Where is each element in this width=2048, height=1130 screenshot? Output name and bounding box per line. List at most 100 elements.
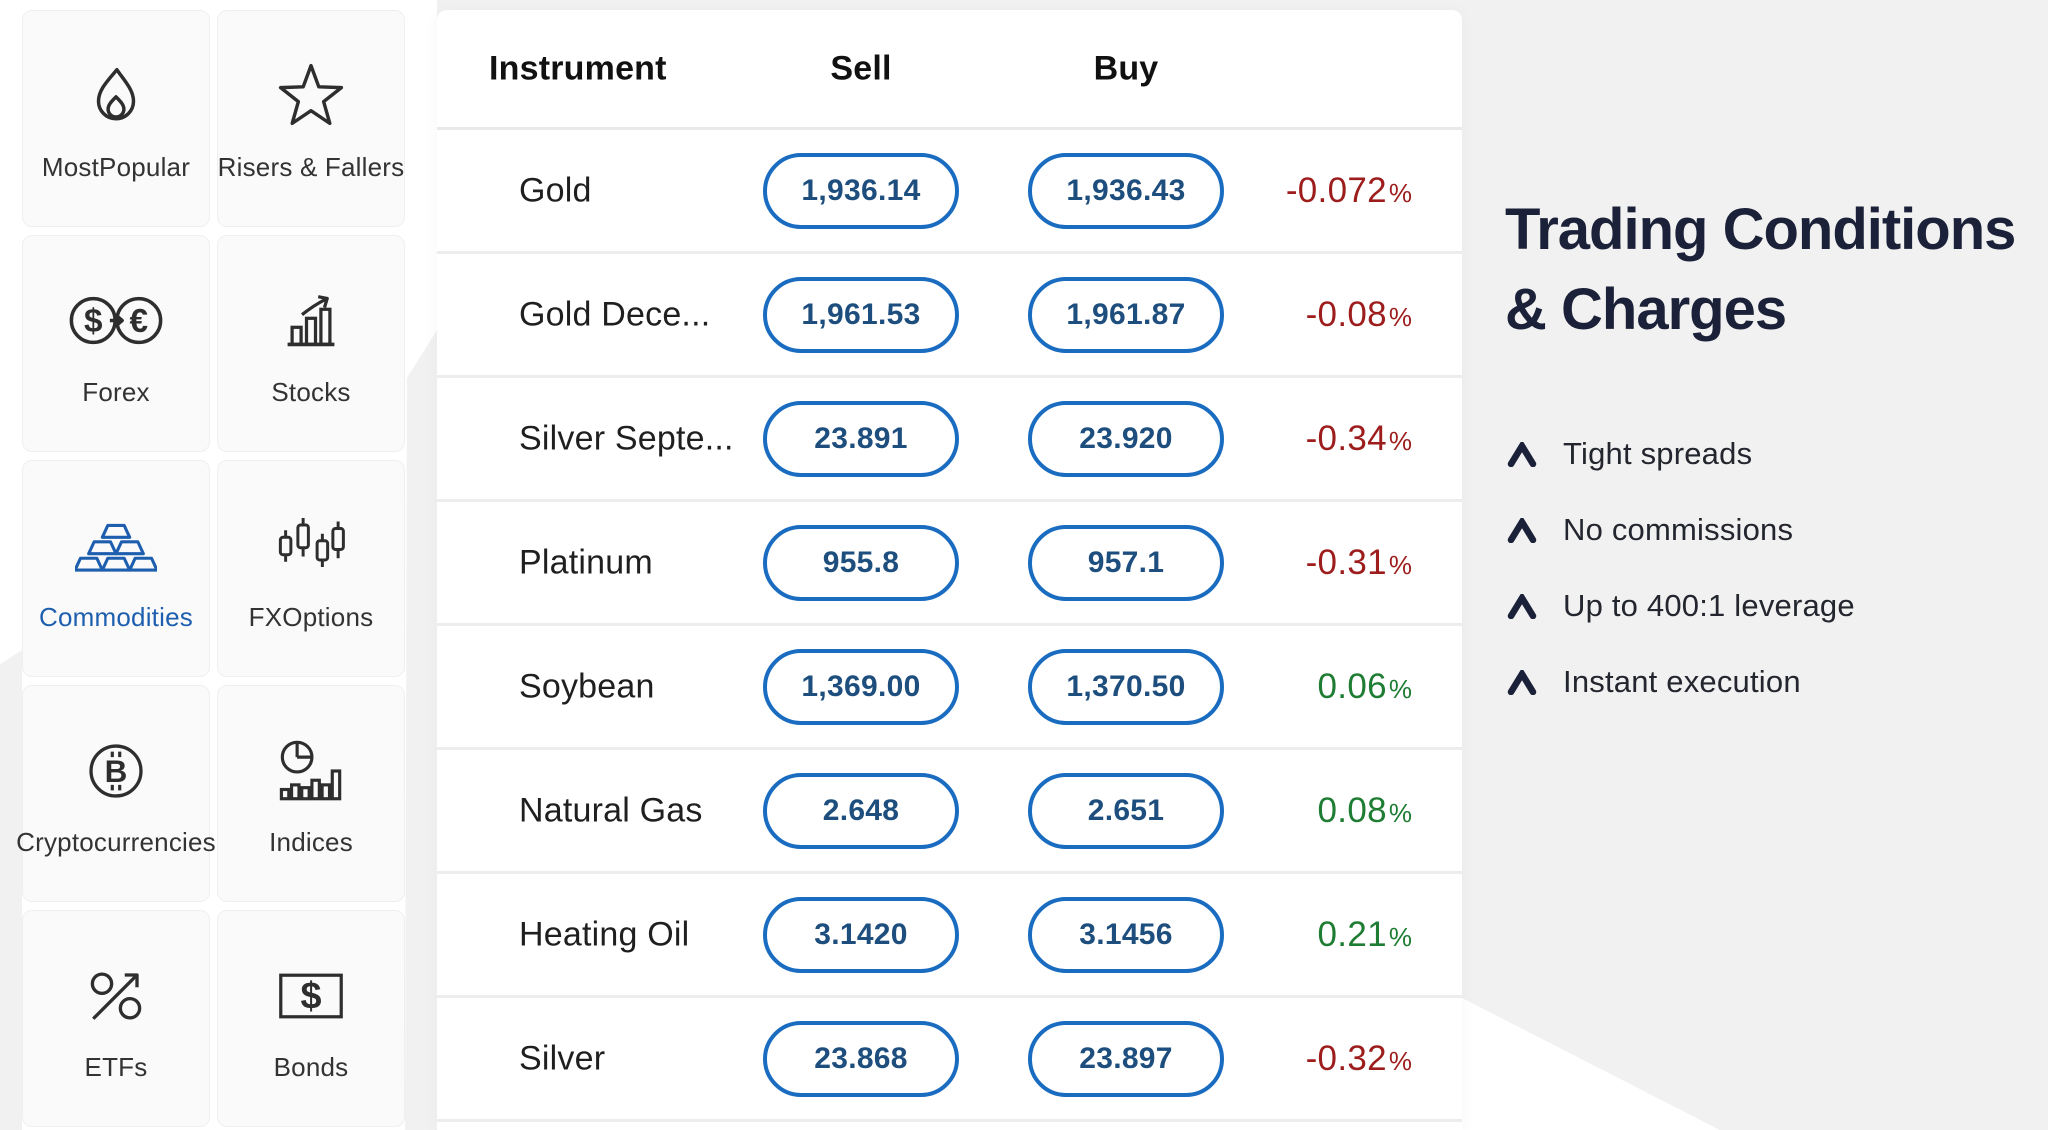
table-row-platinum: Platinum 955.8 957.1 -0.31% xyxy=(437,502,1462,626)
instrument-name: Natural Gas xyxy=(519,791,703,829)
chevron-up-icon xyxy=(1507,669,1541,695)
feature-text: Tight spreads xyxy=(1563,436,1753,471)
sell-price-button[interactable]: 2.648 xyxy=(763,772,959,849)
svg-text:€: € xyxy=(130,303,149,340)
table-body: Gold 1,936.14 1,936.43 -0.072% Gold Dece… xyxy=(437,130,1462,1122)
table-header-row: Instrument Sell Buy xyxy=(437,10,1462,130)
buy-price-button[interactable]: 3.1456 xyxy=(1028,896,1224,973)
background-diagonal-gap xyxy=(405,330,437,1130)
chevron-up-icon xyxy=(1507,517,1541,543)
col-header-sell: Sell xyxy=(830,49,892,87)
sidebar-item-commodities[interactable]: Commodities xyxy=(22,460,210,677)
buy-price-button[interactable]: 1,370.50 xyxy=(1028,648,1224,725)
tile-label: Commodities xyxy=(39,601,193,632)
feature-list: Tight spreads No commissions Up to 400:1… xyxy=(1507,430,2007,734)
category-grid: MostPopular Risers & Fallers $ € Forex St… xyxy=(16,10,405,1127)
buy-price-button[interactable]: 23.897 xyxy=(1028,1020,1224,1097)
feature-item: No commissions xyxy=(1507,506,2007,554)
tile-label: Bonds xyxy=(273,1051,349,1082)
bar-chart-arrow-icon xyxy=(275,283,347,359)
col-header-instrument: Instrument xyxy=(489,49,667,87)
instrument-name: Platinum xyxy=(519,543,653,581)
instrument-name: Gold xyxy=(519,171,592,209)
instrument-name: Gold Dece... xyxy=(519,295,711,333)
tile-label: Indices xyxy=(269,826,353,857)
buy-price-button[interactable]: 23.920 xyxy=(1028,400,1224,477)
sell-price-button[interactable]: 955.8 xyxy=(763,524,959,601)
sidebar-item-risers-fallers[interactable]: Risers & Fallers xyxy=(217,10,405,227)
tile-label: Cryptocurrencies xyxy=(16,826,216,857)
sell-price-button[interactable]: 1,369.00 xyxy=(763,648,959,725)
sell-price-button[interactable]: 3.1420 xyxy=(763,896,959,973)
feature-text: Instant execution xyxy=(1563,664,1801,699)
sell-price-button[interactable]: 1,961.53 xyxy=(763,276,959,353)
change-percent: -0.34% xyxy=(1305,418,1412,458)
change-percent: -0.31% xyxy=(1305,542,1412,582)
change-percent: 0.08% xyxy=(1317,790,1412,830)
buy-price-button[interactable]: 957.1 xyxy=(1028,524,1224,601)
svg-text:$: $ xyxy=(300,975,321,1017)
feature-item: Instant execution xyxy=(1507,658,2007,706)
sidebar-item-cryptocurrencies[interactable]: B Cryptocurrencies xyxy=(16,685,216,902)
gold-bars-icon xyxy=(75,508,157,584)
sell-price-button[interactable]: 1,936.14 xyxy=(763,152,959,229)
background-diagonal-bottom-right xyxy=(1462,998,1720,1130)
currency-exchange-icon: $ € xyxy=(67,283,165,359)
sell-price-button[interactable]: 23.868 xyxy=(763,1020,959,1097)
bitcoin-icon: B xyxy=(79,733,153,809)
tile-label: MostPopular xyxy=(41,151,191,182)
table-row-gold: Gold 1,936.14 1,936.43 -0.072% xyxy=(437,130,1462,254)
sidebar-item-fxoptions[interactable]: FXOptions xyxy=(217,460,405,677)
instruments-table-card: Instrument Sell Buy Gold 1,936.14 1,936.… xyxy=(437,10,1462,1130)
change-percent: 0.06% xyxy=(1317,666,1412,706)
table-row-silver-septe: Silver Septe... 23.891 23.920 -0.34% xyxy=(437,378,1462,502)
feature-item: Up to 400:1 leverage xyxy=(1507,582,2007,630)
star-icon xyxy=(273,58,349,134)
buy-price-button[interactable]: 2.651 xyxy=(1028,772,1224,849)
sidebar-item-mostpopular[interactable]: MostPopular xyxy=(22,10,210,227)
table-row-heating-oil: Heating Oil 3.1420 3.1456 0.21% xyxy=(437,874,1462,998)
instrument-name: Silver xyxy=(519,1039,606,1077)
instrument-name: Heating Oil xyxy=(519,915,690,953)
background-diagonal-left-margin xyxy=(0,650,22,1130)
tile-label: FXOptions xyxy=(248,601,374,632)
feature-text: No commissions xyxy=(1563,512,1794,547)
sidebar-item-indices[interactable]: Indices xyxy=(217,685,405,902)
change-percent: 0.21% xyxy=(1317,914,1412,954)
change-percent: -0.08% xyxy=(1305,294,1412,334)
flame-icon xyxy=(81,58,151,134)
chevron-up-icon xyxy=(1507,441,1541,467)
sidebar-item-bonds[interactable]: $ Bonds xyxy=(217,910,405,1127)
chevron-up-icon xyxy=(1507,593,1541,619)
table-row-natural-gas: Natural Gas 2.648 2.651 0.08% xyxy=(437,750,1462,874)
pie-bars-icon xyxy=(274,733,348,809)
page-title-line2: & Charges xyxy=(1505,277,1787,342)
dollar-note-icon: $ xyxy=(273,958,349,1034)
change-percent: -0.072% xyxy=(1285,170,1412,210)
percent-arrow-icon xyxy=(81,958,151,1034)
svg-text:$: $ xyxy=(84,303,103,340)
tile-label: Forex xyxy=(82,376,150,407)
change-percent: -0.32% xyxy=(1305,1038,1412,1078)
instrument-name: Soybean xyxy=(519,667,655,705)
table-row-gold-dece: Gold Dece... 1,961.53 1,961.87 -0.08% xyxy=(437,254,1462,378)
candlesticks-icon xyxy=(276,508,346,584)
table-row-soybean: Soybean 1,369.00 1,370.50 0.06% xyxy=(437,626,1462,750)
page-title-line1: Trading Conditions xyxy=(1505,197,2016,262)
feature-text: Up to 400:1 leverage xyxy=(1563,588,1855,623)
sell-price-button[interactable]: 23.891 xyxy=(763,400,959,477)
sidebar-item-stocks[interactable]: Stocks xyxy=(217,235,405,452)
svg-text:B: B xyxy=(105,754,128,789)
page-title: Trading Conditions & Charges xyxy=(1505,190,2048,350)
col-header-buy: Buy xyxy=(1093,49,1159,87)
tile-label: ETFs xyxy=(84,1051,148,1082)
instrument-name: Silver Septe... xyxy=(519,419,734,457)
sidebar-item-etfs[interactable]: ETFs xyxy=(22,910,210,1127)
buy-price-button[interactable]: 1,961.87 xyxy=(1028,276,1224,353)
table-row-silver: Silver 23.868 23.897 -0.32% xyxy=(437,998,1462,1122)
sidebar-item-forex[interactable]: $ € Forex xyxy=(22,235,210,452)
buy-price-button[interactable]: 1,936.43 xyxy=(1028,152,1224,229)
feature-item: Tight spreads xyxy=(1507,430,2007,478)
tile-label: Stocks xyxy=(271,376,351,407)
tile-label: Risers & Fallers xyxy=(217,151,405,182)
